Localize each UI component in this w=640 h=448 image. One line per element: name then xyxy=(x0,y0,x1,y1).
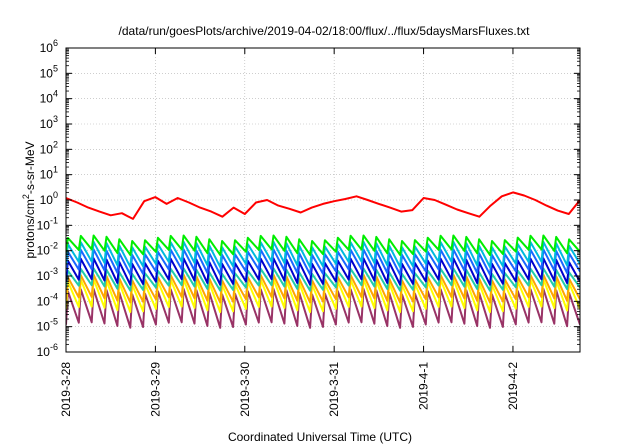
x-tick-label: 2019-3-30 xyxy=(238,362,252,417)
x-axis: 2019-3-28 2019-3-29 2019-3-30 2019-3-31 2019… xyxy=(59,48,520,417)
x-tick-label: 2019-3-31 xyxy=(327,362,341,417)
y-tick-label: 106 xyxy=(40,38,58,55)
series-line xyxy=(66,191,580,220)
y-axis-label-sup: 2 xyxy=(21,194,31,199)
y-tick-exponent: 5 xyxy=(53,63,58,73)
y-tick-base: 10 xyxy=(40,117,54,131)
y-tick-label: 105 xyxy=(40,63,58,80)
y-tick-label: 10-1 xyxy=(37,215,58,232)
y-axis: 10610510410310210110010-110-210-310-410-… xyxy=(37,38,580,359)
x-axis-label: Coordinated Universal Time (UTC) xyxy=(228,430,412,444)
x-tick-label: 2019-3-29 xyxy=(148,362,162,417)
y-tick-label: 10-2 xyxy=(37,241,58,258)
y-tick-label: 104 xyxy=(40,89,58,106)
y-tick-label: 102 xyxy=(40,139,58,156)
y-tick-exponent: 1 xyxy=(53,165,58,175)
y-tick-exponent: -2 xyxy=(50,241,58,251)
y-tick-base: 10 xyxy=(40,66,54,80)
y-tick-base: 10 xyxy=(40,168,54,182)
x-tick-label: 2019-4-2 xyxy=(506,362,520,410)
y-tick-label: 10-4 xyxy=(37,291,58,308)
y-tick-base: 10 xyxy=(37,294,51,308)
y-tick-exponent: -4 xyxy=(50,291,58,301)
y-tick-label: 10-6 xyxy=(37,342,58,359)
y-tick-exponent: -6 xyxy=(50,342,58,352)
y-tick-exponent: -1 xyxy=(50,215,58,225)
y-tick-exponent: 6 xyxy=(53,38,58,48)
chart-title: /data/run/goesPlots/archive/2019-04-02/1… xyxy=(119,24,531,38)
y-tick-base: 10 xyxy=(37,244,51,258)
y-tick-base: 10 xyxy=(40,92,54,106)
y-tick-exponent: -5 xyxy=(50,317,58,327)
y-tick-exponent: 0 xyxy=(53,190,58,200)
y-axis-label-post: -s-sr-MeV xyxy=(23,141,37,194)
y-tick-label: 101 xyxy=(40,165,58,182)
y-tick-exponent: -3 xyxy=(50,266,58,276)
y-tick-base: 10 xyxy=(40,41,54,55)
y-tick-base: 10 xyxy=(37,218,51,232)
y-tick-exponent: 3 xyxy=(53,114,58,124)
y-tick-base: 10 xyxy=(37,345,51,359)
y-axis-label: protons/cm2-s-sr-MeV xyxy=(21,141,37,258)
y-tick-exponent: 4 xyxy=(53,89,58,99)
y-tick-base: 10 xyxy=(37,269,51,283)
y-tick-label: 100 xyxy=(40,190,58,207)
y-tick-base: 10 xyxy=(40,193,54,207)
y-tick-label: 10-3 xyxy=(37,266,58,283)
series-layer xyxy=(66,191,580,329)
y-tick-exponent: 2 xyxy=(53,139,58,149)
series-line xyxy=(66,234,580,256)
y-tick-label: 103 xyxy=(40,114,58,131)
x-tick-label: 2019-4-1 xyxy=(417,362,431,410)
y-tick-label: 10-5 xyxy=(37,317,58,334)
y-tick-base: 10 xyxy=(37,320,51,334)
y-tick-base: 10 xyxy=(40,142,54,156)
y-axis-label-pre: protons/cm xyxy=(23,199,37,258)
x-tick-label: 2019-3-28 xyxy=(59,362,73,417)
series-line xyxy=(66,240,580,268)
